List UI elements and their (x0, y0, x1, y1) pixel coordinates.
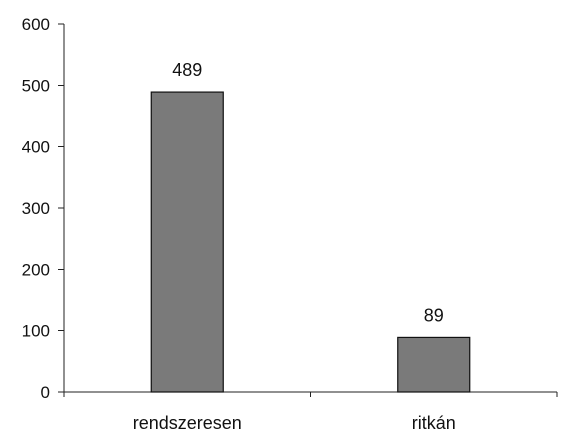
y-tick-label: 500 (22, 76, 50, 95)
category-label: rendszeresen (133, 413, 242, 433)
category-label: ritkán (412, 413, 456, 433)
bar-1 (397, 336, 471, 393)
bar-0 (150, 91, 224, 393)
y-axis: 0 100 200 300 400 500 600 (22, 15, 65, 402)
x-axis (63, 391, 558, 397)
bars (150, 91, 471, 393)
data-label: 489 (172, 60, 202, 80)
data-labels: 489 89 (172, 60, 444, 325)
category-labels: rendszeresen ritkán (133, 413, 456, 433)
y-tick-label: 100 (22, 322, 50, 341)
y-tick-label: 200 (22, 260, 50, 279)
y-tick-label: 0 (41, 383, 50, 402)
y-tick-label: 300 (22, 199, 50, 218)
y-tick-label: 400 (22, 138, 50, 157)
data-label: 89 (424, 305, 444, 325)
y-tick-label: 600 (22, 15, 50, 34)
